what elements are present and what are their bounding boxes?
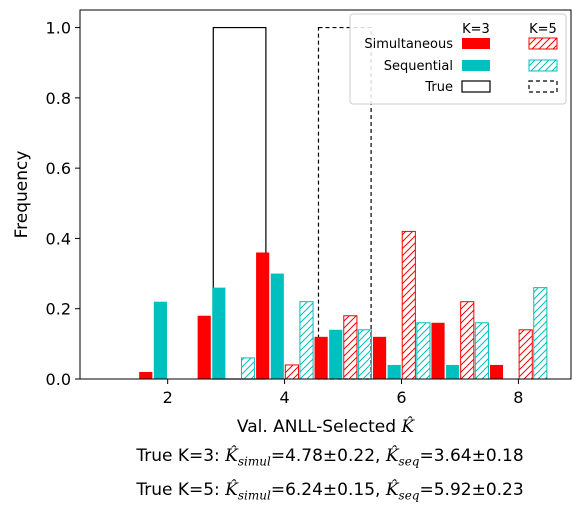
- caption-k3-prefix: True K=3:: [136, 446, 226, 466]
- bar-simultaneous-k5-x4: [284, 364, 299, 380]
- bar-sequential-k3-x6: [387, 364, 401, 379]
- caption-true-k3: True K=3: K̂simul=4.78±0.22, K̂seq=3.64±…: [0, 446, 581, 468]
- legend-swatch-true-k3: [461, 80, 491, 93]
- legend-swatch-true-k5: [528, 80, 558, 93]
- bar-simultaneous-k5-x5: [343, 315, 358, 380]
- legend-label-sequential: Sequential: [384, 59, 453, 74]
- bar-simultaneous-k3-x3: [197, 315, 211, 379]
- caption-k5-simul-sub: simul: [237, 488, 271, 503]
- caption-k5-simul-value: =6.24±0.15,: [270, 480, 386, 500]
- legend-frame: [349, 13, 567, 105]
- legend-swatch-simultaneous-k3: [462, 38, 490, 49]
- legend-swatch-sequential-k3: [462, 60, 490, 71]
- caption-true-k5: True K=5: K̂simul=6.24±0.15, K̂seq=5.92±…: [0, 480, 581, 502]
- caption-k5-seq-symbol: K̂: [385, 480, 399, 500]
- x-tick-label-8: 8: [513, 388, 523, 407]
- y-axis-label: Frequency: [12, 151, 32, 239]
- bar-sequential-k5-x4: [299, 301, 314, 380]
- legend: K=3 K=5 Simultaneous Sequential True: [349, 13, 567, 105]
- x-axis-label-symbol: K̂: [400, 417, 415, 437]
- caption-k3-seq-sub: seq: [398, 454, 420, 469]
- bars: [139, 230, 548, 380]
- caption-k3-simul-symbol: K̂: [225, 446, 238, 466]
- x-axis-label: Val. ANLL-Selected K̂: [237, 417, 415, 437]
- bar-simultaneous-k3-x6: [372, 336, 387, 379]
- x-tick-label-6: 6: [396, 388, 406, 407]
- x-tick-label-2: 2: [163, 388, 173, 407]
- bar-sequential-k5-x7: [474, 322, 489, 380]
- axis-ticks: 2 4 6 8 0.0 0.2 0.4 0.6 0.8 1.0: [46, 19, 524, 407]
- legend-swatch-simultaneous-k5: [528, 37, 558, 50]
- bar-simultaneous-k3-x4: [256, 252, 270, 379]
- bar-sequential-k3-x4: [270, 273, 284, 379]
- bar-sequential-k3-x7: [446, 364, 460, 379]
- bar-simultaneous-k5-x8: [518, 329, 533, 380]
- caption-k5-seq-sub: seq: [398, 488, 420, 503]
- bar-sequential-k3-x2: [153, 301, 167, 379]
- legend-swatches: [461, 37, 558, 93]
- legend-label-true: True: [424, 80, 453, 95]
- y-tick-label-1.0: 1.0: [46, 19, 71, 38]
- bar-simultaneous-k3-x8: [489, 364, 504, 379]
- legend-label-simultaneous: Simultaneous: [364, 37, 453, 52]
- frequency-bar-chart: 2 4 6 8 0.0 0.2 0.4 0.6 0.8 1.0 Frequency Val. AN…: [12, 9, 572, 437]
- bar-sequential-k5-x6: [416, 322, 431, 380]
- bar-simultaneous-k3-x2: [139, 371, 153, 379]
- bar-simultaneous-k3-x7: [431, 322, 445, 379]
- y-tick-label-0.4: 0.4: [46, 229, 71, 248]
- bar-simultaneous-k5-x7: [460, 301, 475, 380]
- y-tick-label-0.8: 0.8: [46, 89, 71, 108]
- x-axis-label-text: Val. ANLL-Selected: [237, 417, 401, 437]
- bar-sequential-k5-x5: [357, 329, 373, 380]
- bar-simultaneous-k5-x6: [401, 230, 416, 380]
- caption-k3-simul-sub: simul: [237, 454, 271, 469]
- caption-k5-prefix: True K=5:: [136, 480, 226, 500]
- caption-k3-seq-symbol: K̂: [385, 446, 399, 466]
- bar-sequential-k5-x8: [533, 287, 548, 380]
- bar-sequential-k3-x3: [212, 287, 226, 379]
- caption-k5-seq-value: =5.92±0.23: [419, 480, 524, 500]
- bar-sequential-k3-x5: [329, 329, 343, 379]
- y-tick-label-0.0: 0.0: [46, 370, 71, 389]
- x-tick-label-4: 4: [279, 388, 289, 407]
- y-tick-label-0.6: 0.6: [46, 159, 71, 178]
- legend-header-k5: K=5: [529, 22, 557, 37]
- bar-sequential-k5-x3: [240, 357, 256, 380]
- bar-simultaneous-k3-x5: [314, 336, 328, 379]
- caption-k5-simul-symbol: K̂: [225, 480, 238, 500]
- caption-k3-simul-value: =4.78±0.22,: [270, 446, 386, 466]
- legend-swatch-sequential-k5: [528, 59, 558, 72]
- caption-k3-seq-value: =3.64±0.18: [419, 446, 524, 466]
- y-tick-label-0.2: 0.2: [46, 300, 71, 319]
- plot-frame: [79, 9, 572, 380]
- legend-header-k3: K=3: [462, 22, 490, 37]
